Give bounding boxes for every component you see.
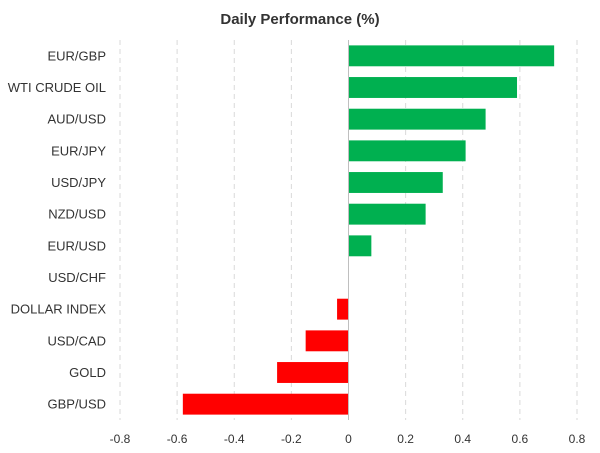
category-label-2: AUD/USD — [47, 112, 106, 127]
grid-lines — [119, 40, 578, 420]
category-label-9: USD/CAD — [47, 333, 106, 348]
x-tick-labels: -0.8 -0.6 -0.4 -0.2 0 0.2 0.4 0.6 0.8 — [110, 432, 586, 446]
category-labels: EUR/GBP WTI CRUDE OIL AUD/USD EUR/JPY USD/JP… — [8, 48, 107, 411]
category-label-1: WTI CRUDE OIL — [8, 80, 106, 95]
category-label-7: USD/CHF — [48, 270, 106, 285]
x-tick-label-8: 0.8 — [569, 432, 586, 446]
bars — [182, 45, 555, 415]
category-label-5: NZD/USD — [48, 207, 106, 222]
bar-dollar-index — [337, 298, 349, 320]
bar-gbp-usd — [182, 393, 349, 415]
chart-title: Daily Performance (%) — [220, 11, 379, 28]
category-label-6: EUR/USD — [47, 238, 106, 253]
category-label-8: DOLLAR INDEX — [11, 302, 107, 317]
category-label-10: GOLD — [69, 365, 106, 380]
x-tick-label-0: -0.8 — [110, 432, 131, 446]
bar-usd-jpy — [348, 172, 443, 193]
bar-aud-usd — [348, 108, 486, 130]
bar-eur-jpy — [348, 140, 466, 162]
x-tick-label-7: 0.6 — [512, 432, 529, 446]
bar-wti-crude-oil — [348, 77, 518, 98]
x-tick-label-1: -0.6 — [167, 432, 188, 446]
bar-gold — [277, 362, 349, 383]
x-tick-label-4: 0 — [345, 432, 352, 446]
bar-nzd-usd — [348, 203, 426, 225]
category-label-3: EUR/JPY — [51, 143, 106, 158]
category-label-11: GBP/USD — [47, 397, 106, 412]
category-label-0: EUR/GBP — [47, 48, 106, 63]
x-tick-label-3: -0.2 — [281, 432, 302, 446]
bar-usd-cad — [305, 330, 349, 352]
bar-eur-usd — [348, 235, 372, 257]
x-tick-label-6: 0.4 — [454, 432, 471, 446]
x-tick-label-2: -0.4 — [224, 432, 245, 446]
bar-eur-gbp — [348, 45, 555, 67]
x-tick-label-5: 0.2 — [397, 432, 414, 446]
category-label-4: USD/JPY — [51, 175, 106, 190]
